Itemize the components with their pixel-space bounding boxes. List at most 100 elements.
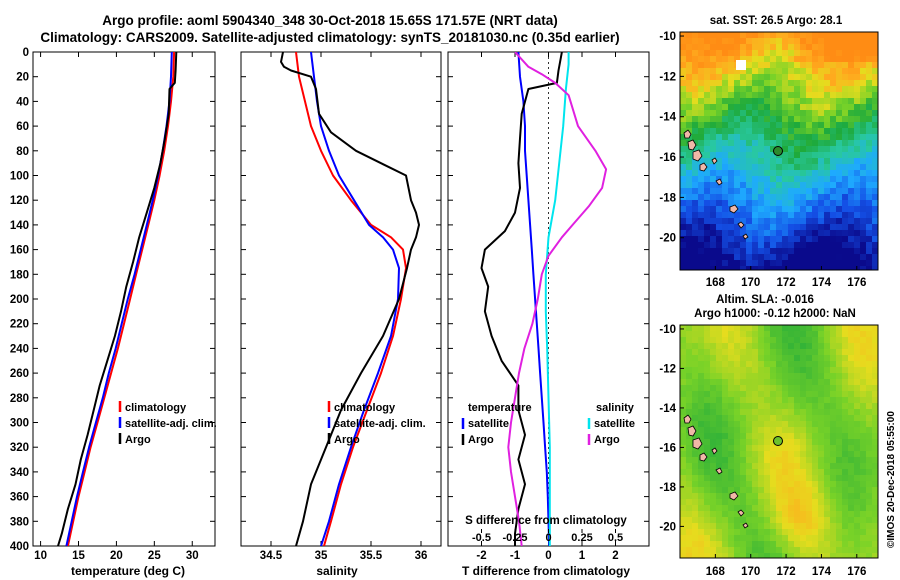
sst-cell [686,158,693,165]
sst-cell [704,152,711,159]
sst-cell [686,164,693,171]
sst-cell [824,62,831,69]
sst-cell [692,182,699,189]
sst-cell [764,212,771,219]
sst-cell [710,86,717,93]
sst-cell [692,242,699,249]
sst-cell [728,128,735,135]
sst-cell [818,74,825,81]
sla-cell [776,421,783,428]
sla-cell [818,511,825,518]
sla-cell [818,481,825,488]
sst-cell [740,218,747,225]
sst-cell [776,56,783,63]
sla-cell [860,541,867,548]
sst-cell [842,68,849,75]
sst-cell [686,86,693,93]
sst-cell [836,248,843,255]
sst-cell [698,218,705,225]
sst-cell [764,248,771,255]
sst-cell [722,104,729,111]
sla-cell [692,403,699,410]
sla-cell [806,349,813,356]
sst-cell [782,116,789,123]
sst-cell [764,86,771,93]
sla-cell [776,493,783,500]
sla-cell [806,427,813,434]
sst-cell [740,80,747,87]
map-y-tick-label: -20 [659,233,676,245]
sst-cell [746,224,753,231]
sla-cell [836,463,843,470]
sla-cell [680,457,687,464]
sst-cell [770,158,777,165]
sla-cell [740,421,747,428]
sla-cell [866,535,873,542]
sla-cell [698,463,705,470]
sst-cell [806,158,813,165]
sla-cell [794,547,801,554]
sla-cell [680,397,687,404]
sst-cell [848,260,855,267]
sst-cell [854,44,861,51]
sla-cell [848,487,855,494]
sla-cell [764,517,771,524]
sst-cell [710,194,717,201]
sla-cell [836,361,843,368]
sst-cell [770,206,777,213]
sst-cell [740,98,747,105]
sla-cell [728,499,735,506]
sst-cell [734,182,741,189]
sst-cell [818,182,825,189]
sst-cell [842,140,849,147]
sla-cell [866,421,873,428]
sla-cell [740,535,747,542]
sla-cell [770,523,777,530]
sst-cell [842,170,849,177]
sst-cell [854,164,861,171]
map-y-tick-label: -12 [659,363,676,375]
sst-cell [824,236,831,243]
sst-cell [866,200,873,207]
sla-cell [710,535,717,542]
sst-cell [818,98,825,105]
sst-cell [836,86,843,93]
sst-cell [788,236,795,243]
sla-cell [728,373,735,380]
argo-position-marker [773,436,783,446]
sst-cell [782,80,789,87]
sst-cell [836,128,843,135]
sla-cell [782,517,789,524]
sst-cell [836,224,843,231]
sst-cell [860,194,867,201]
sla-cell [746,397,753,404]
sst-cell [752,236,759,243]
sla-cell [728,457,735,464]
sla-cell [734,331,741,338]
sst-cell [686,254,693,261]
sla-cell [824,541,831,548]
sst-cell [848,68,855,75]
sst-cell [812,44,819,51]
sla-cell [824,409,831,416]
sla-cell [794,421,801,428]
sst-cell [698,86,705,93]
sla-cell [734,529,741,536]
sst-cell [728,104,735,111]
sst-cell [728,32,735,39]
sla-cell [830,445,837,452]
sla-cell [680,553,687,558]
sst-cell [794,152,801,159]
sla-map-subtitle: Argo h1000: -0.12 h2000: NaN [694,308,856,320]
sst-cell [872,128,878,135]
sst-cell [848,140,855,147]
sla-cell [746,475,753,482]
sla-cell [866,325,873,332]
sst-cell [752,200,759,207]
sla-cell [716,415,723,422]
sst-cell [722,38,729,45]
sla-cell [770,331,777,338]
sst-cell [860,128,867,135]
sla-cell [680,517,687,524]
sst-cell [824,104,831,111]
